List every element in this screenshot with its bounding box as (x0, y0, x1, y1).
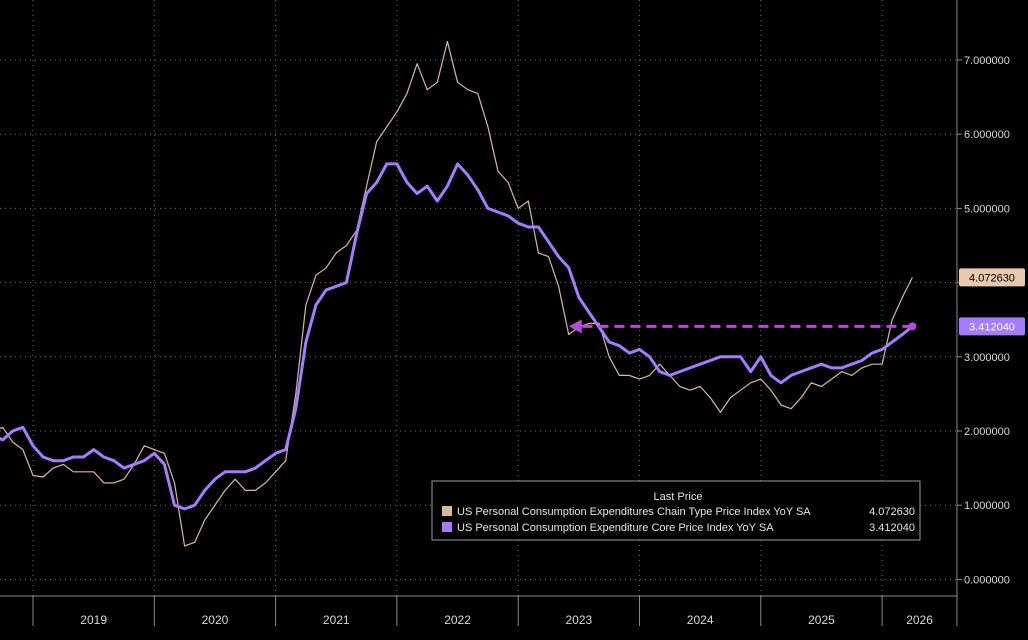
y-tick-label: 2.000000 (964, 426, 1010, 438)
series-layer (0, 40, 914, 547)
legend-value-core: 3.412040 (869, 522, 915, 534)
x-tick-label: 2025 (808, 613, 835, 627)
x-tick-label: 2020 (202, 613, 229, 627)
last-price-badge-text: 3.412040 (969, 321, 1015, 333)
legend-label-headline: US Personal Consumption Expenditures Cha… (457, 506, 811, 518)
series-line-headline-pce (0, 40, 913, 547)
last-price-badge (959, 268, 1025, 287)
y-tick-label: 7.000000 (964, 55, 1010, 67)
last-price-badge (959, 317, 1025, 336)
y-tick-label: 0.000000 (964, 574, 1010, 586)
legend: Last Price US Personal Consumption Expen… (431, 480, 921, 541)
legend-box (431, 480, 921, 541)
x-tick-label: 2019 (80, 613, 107, 627)
y-tick-label: 6.000000 (964, 129, 1010, 141)
legend-title: Last Price (654, 491, 703, 503)
legend-swatch-headline (442, 506, 452, 516)
annotation-layer (568, 319, 917, 334)
annotation-arrowhead (568, 319, 582, 334)
legend-value-headline: 4.072630 (869, 506, 915, 518)
x-tick-label: 2024 (687, 613, 714, 627)
x-tick-label: 2026 (906, 613, 933, 627)
series-line-core-pce (0, 162, 914, 511)
annotation-start-dot (908, 322, 917, 331)
x-axis: 2019 2020 2021 2022 2023 2024 2025 2026 (0, 595, 958, 627)
y-tick-label: 1.000000 (964, 500, 1010, 512)
x-tick-label: 2022 (444, 613, 471, 627)
legend-label-core: US Personal Consumption Expenditure Core… (457, 522, 774, 534)
y-tick-label: 5.000000 (964, 203, 1010, 215)
legend-swatch-core (442, 522, 452, 532)
x-tick-label: 2021 (323, 613, 350, 627)
y-tick-label: 3.000000 (964, 352, 1010, 364)
last-price-badges: 4.072630 3.412040 (959, 268, 1025, 336)
x-tick-label: 2023 (565, 613, 592, 627)
last-price-badge-text: 4.072630 (969, 272, 1015, 284)
